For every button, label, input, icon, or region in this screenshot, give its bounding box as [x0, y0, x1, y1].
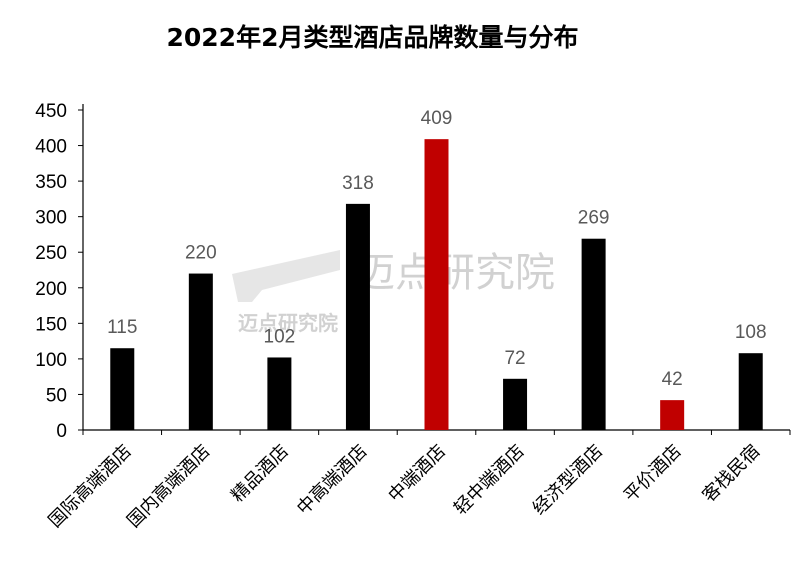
- watermark-text-small: 迈点研究院: [238, 311, 338, 335]
- data-label-4: 318: [342, 173, 374, 194]
- data-label-8: 42: [662, 369, 683, 390]
- bar-1: [110, 348, 135, 430]
- bar-4: [345, 203, 370, 430]
- bar-3: [267, 357, 292, 430]
- category-label-9: 客栈民宿: [698, 441, 764, 507]
- bar-8: [660, 400, 685, 430]
- watermark-text-large: 迈点研究院: [355, 250, 555, 296]
- bar-2: [188, 273, 213, 430]
- y-tick-label: 450: [35, 101, 67, 122]
- category-label-2: 国内高端酒店: [123, 441, 214, 532]
- data-label-5: 409: [421, 108, 453, 129]
- y-tick-label: 50: [46, 385, 67, 406]
- category-label-6: 轻中端酒店: [450, 441, 528, 519]
- data-label-2: 220: [185, 243, 217, 264]
- y-tick-label: 300: [35, 208, 67, 229]
- y-tick-label: 100: [35, 350, 67, 371]
- category-label-3: 精品酒店: [227, 441, 293, 507]
- data-labels: 115 220 102 318 409 72 269 42 108: [107, 108, 766, 390]
- watermark-logo-icon: [232, 250, 340, 302]
- category-label-7: 经济型酒店: [529, 441, 607, 519]
- y-tick-label: 400: [35, 137, 67, 158]
- bar-5: [424, 139, 449, 430]
- category-label-8: 平价酒店: [620, 441, 686, 507]
- bar-7: [581, 238, 606, 430]
- watermark: 迈点研究院 迈点研究院: [232, 250, 555, 335]
- chart-title: 2022年2月类型酒店品牌数量与分布: [166, 23, 579, 52]
- category-labels: 国际高端酒店国内高端酒店 精品酒店 中高端酒店 中端酒店 轻中端酒店 经济型酒店 平价酒店客…: [45, 441, 765, 532]
- data-label-6: 72: [504, 348, 525, 369]
- category-label-1: 国际高端酒店: [45, 441, 136, 532]
- data-label-7: 269: [578, 208, 610, 229]
- bar-6: [503, 378, 528, 430]
- y-tick-label: 150: [35, 314, 67, 335]
- y-tick-label: 200: [35, 279, 67, 300]
- y-tick-label: 250: [35, 243, 67, 264]
- data-label-1: 115: [107, 317, 137, 338]
- data-label-3: 102: [264, 326, 296, 347]
- category-label-4: 中高端酒店: [293, 441, 371, 519]
- bar-9: [738, 353, 763, 430]
- category-label-5: 中端酒店: [384, 441, 450, 507]
- axes: 0 50 100 150 200 250 300 350 400 450: [35, 101, 791, 442]
- data-label-9: 108: [735, 322, 767, 343]
- bars: [110, 139, 763, 430]
- y-tick-label: 350: [35, 172, 67, 193]
- y-tick-label: 0: [56, 421, 67, 442]
